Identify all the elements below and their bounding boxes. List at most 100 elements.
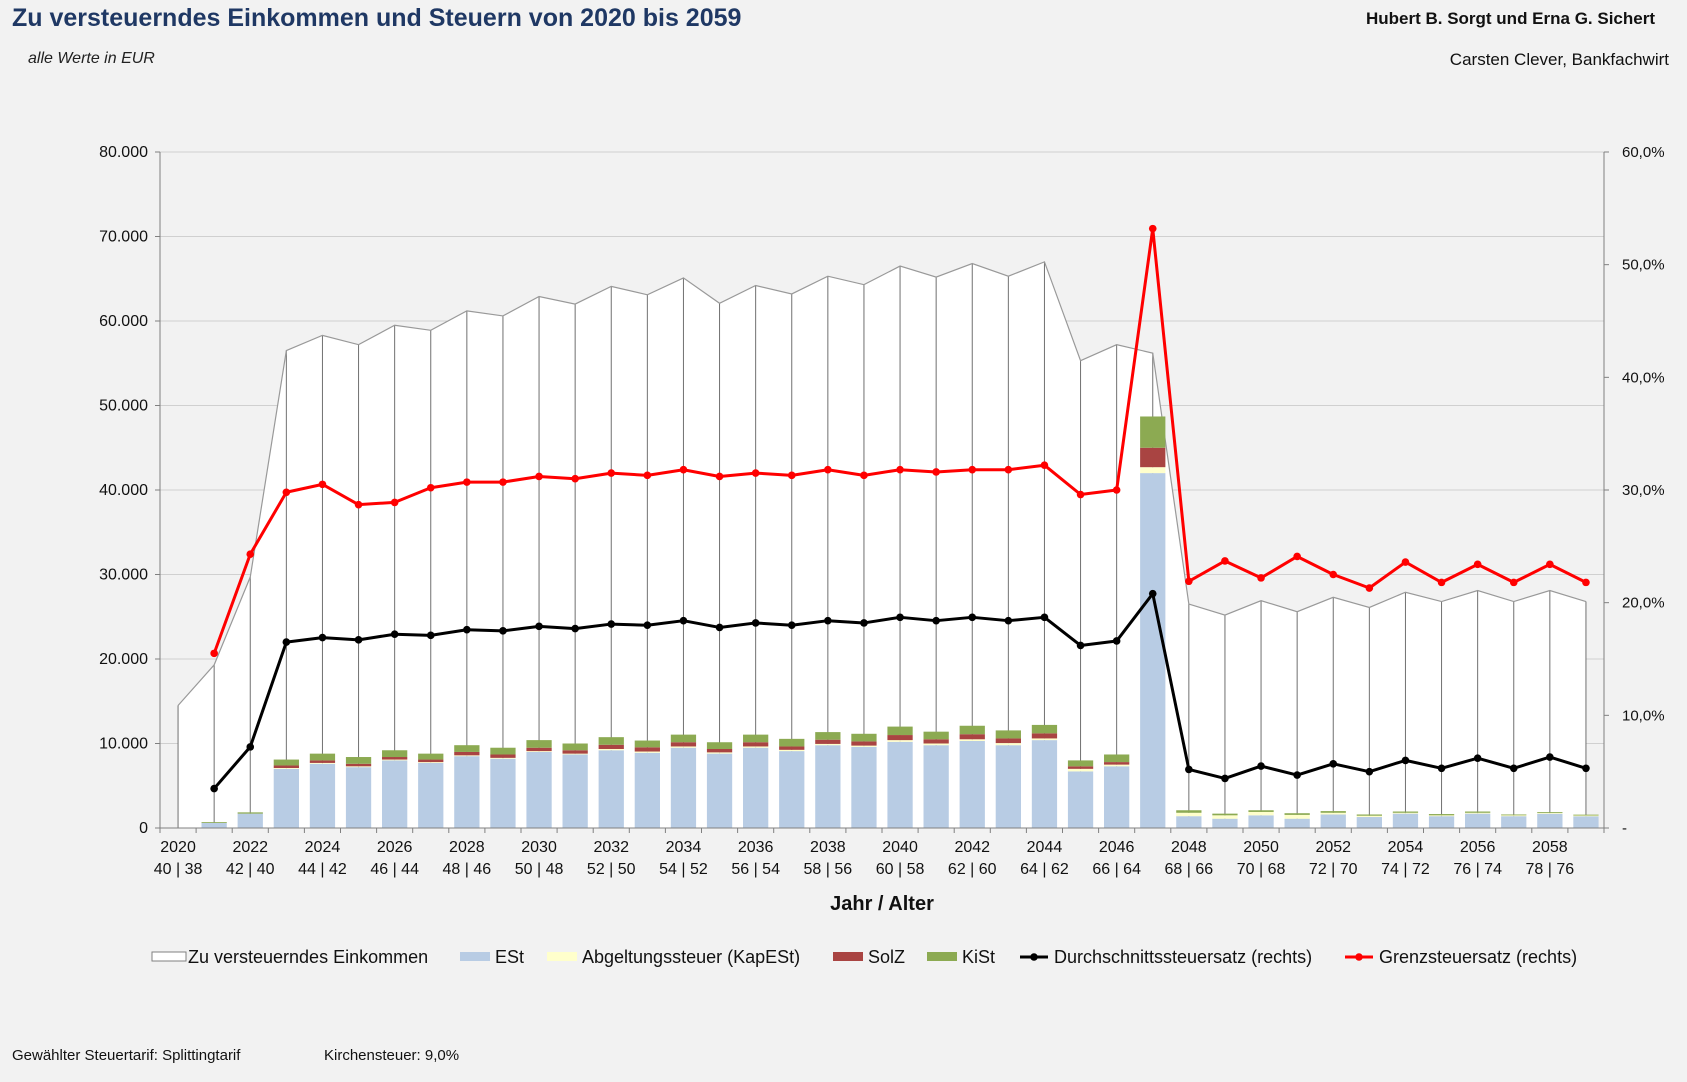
bar-segment (1104, 764, 1130, 767)
bar-segment (887, 741, 913, 828)
bar-segment (995, 745, 1021, 828)
bar-segment (1176, 810, 1202, 813)
bar-segment (382, 760, 408, 828)
bar-segment (634, 740, 660, 748)
legend-marker (1030, 953, 1038, 961)
bar-segment (418, 753, 444, 760)
bar-segment (562, 743, 588, 751)
rate-point (463, 478, 471, 486)
bar-segment (923, 745, 949, 828)
y-tick-label: 50.000 (99, 398, 148, 415)
bar-segment (1501, 816, 1527, 828)
y-tick-label: 30.000 (99, 567, 148, 584)
bar-segment (670, 747, 697, 828)
bar-segment (1501, 815, 1527, 817)
legend-label: Zu versteuerndes Einkommen (188, 947, 428, 967)
bar-segment (1392, 813, 1419, 828)
bar-segment (1031, 738, 1058, 741)
bar-segment (1573, 815, 1599, 817)
y-tick-label: 70.000 (99, 229, 148, 246)
bar-segment (1537, 812, 1563, 814)
rate-point (896, 465, 904, 474)
rate-point (390, 630, 399, 639)
income-outline (177, 261, 1587, 706)
bar-segment (273, 768, 299, 769)
bar-segment (959, 725, 985, 735)
x-axis-title: Jahr / Alter (830, 893, 934, 915)
bar-segment (418, 759, 444, 763)
bar-segment (1212, 813, 1238, 816)
rate-point (751, 469, 760, 477)
bar-segment (345, 767, 372, 828)
income-area (178, 261, 1586, 829)
bar-segment (743, 734, 769, 743)
rate-point (824, 616, 832, 625)
x-tick-label-age: 44 | 42 (298, 861, 347, 878)
bar-segment (923, 739, 949, 744)
rate-point (535, 622, 543, 631)
rate-point (1148, 589, 1157, 598)
bar-segment (273, 768, 299, 828)
bar-segment (779, 746, 805, 750)
legend-label: Grenzsteuersatz (rechts) (1379, 947, 1577, 967)
legend-swatch (833, 952, 863, 961)
bar-segment (345, 763, 372, 767)
x-tick-label-age: 74 | 72 (1381, 861, 1430, 878)
bar-segment (959, 739, 985, 741)
x-tick-label-year: 2034 (666, 839, 702, 856)
bar-segment (706, 753, 733, 828)
rate-point (1509, 578, 1518, 587)
bar-segment (1428, 814, 1455, 816)
rate-point (860, 471, 868, 480)
x-tick-label-age: 64 | 62 (1020, 861, 1069, 878)
rate-point (426, 631, 435, 640)
rate-point (1329, 570, 1338, 579)
rate-point (1329, 759, 1338, 768)
bar-segment (1356, 815, 1382, 818)
y2-tick-label: 20,0% (1622, 595, 1665, 612)
bar-segment (1104, 766, 1130, 828)
rate-point (1365, 767, 1374, 776)
y-tick-label: 0 (139, 820, 148, 837)
bar-segment (309, 762, 336, 764)
bar-segment (237, 813, 263, 828)
x-tick-label-year: 2020 (160, 839, 196, 856)
bar-segment (454, 756, 480, 828)
bar-segment (706, 748, 733, 753)
x-tick-label-year: 2028 (449, 839, 485, 856)
x-tick-label-age: 50 | 48 (515, 861, 564, 878)
bar-segment (1140, 416, 1166, 448)
bar-segment (634, 747, 660, 752)
rate-point (1509, 764, 1518, 773)
bar-segment (706, 752, 733, 754)
rate-point (1257, 762, 1265, 770)
bar-segment (490, 754, 516, 758)
legend-label: ESt (495, 947, 524, 967)
x-tick-label-age: 72 | 70 (1309, 861, 1358, 878)
y2-tick-label: 60,0% (1622, 144, 1665, 161)
rate-point (1221, 774, 1229, 783)
rate-series (210, 224, 1590, 658)
rate-point (1401, 756, 1410, 765)
x-tick-label-age: 48 | 46 (443, 861, 492, 878)
legend: Zu versteuerndes Einkommen ESt Abgeltungss… (151, 947, 1577, 967)
rate-point (1582, 764, 1590, 773)
bar-segment (1031, 740, 1058, 828)
legend-item: SolZ (833, 947, 905, 967)
rate-point (1437, 578, 1446, 587)
rate-point (1401, 558, 1410, 566)
rate-point (571, 474, 579, 483)
chart-subtitle: alle Werte in EUR (28, 50, 155, 67)
bar-segment (309, 753, 336, 761)
bar-segment (1031, 724, 1058, 734)
bar-segment (851, 745, 877, 747)
rate-point (1112, 637, 1121, 645)
rate-point (318, 480, 327, 489)
x-tick-label-age: 56 | 54 (731, 861, 780, 878)
rate-point (643, 621, 652, 629)
rate-point (210, 649, 218, 658)
legend-item: Durchschnittssteuersatz (rechts) (1020, 947, 1312, 967)
bar-segment (1212, 815, 1238, 819)
x-tick-label-year: 2048 (1171, 839, 1207, 856)
rate-point (1473, 754, 1482, 762)
